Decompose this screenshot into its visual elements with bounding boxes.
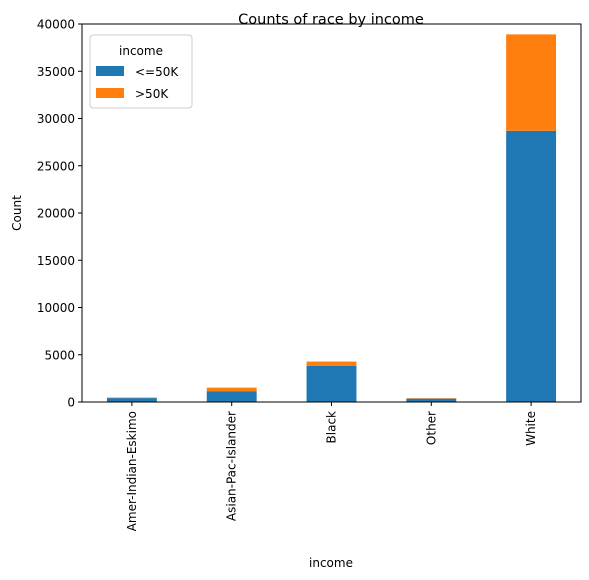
legend-swatch [96, 66, 124, 76]
bar-gt50k-white [506, 34, 556, 130]
legend: income <=50K >50K [90, 35, 192, 108]
bar-le50k-black [307, 366, 357, 402]
y-tick-label: 20000 [37, 207, 75, 221]
y-tick-label: 5000 [44, 348, 75, 362]
x-tick-label: White [524, 411, 538, 446]
y-tick-label: 35000 [37, 65, 75, 79]
bar-gt50k-asian-pac-islander [207, 388, 257, 392]
x-axis-label: income [309, 556, 353, 570]
y-tick-label: 10000 [37, 301, 75, 315]
x-axis: Amer-Indian-Eskimo Asian-Pac-Islander Blac… [125, 402, 538, 531]
bar-le50k-white [506, 131, 556, 402]
y-axis: 0 5000 10000 15000 20000 25000 30000 35000 40000 [37, 18, 82, 410]
x-tick-label: Other [424, 411, 438, 445]
bar-gt50k-black [307, 362, 357, 366]
bar-le50k-other [406, 399, 456, 402]
bar-gt50k-amer-indian-eskimo [107, 398, 157, 399]
bar-le50k-amer-indian-eskimo [107, 398, 157, 402]
y-tick-label: 15000 [37, 254, 75, 268]
y-axis-label: Count [10, 195, 24, 231]
x-tick-label: Asian-Pac-Islander [225, 411, 239, 521]
x-tick-label: Black [325, 411, 339, 444]
legend-label: >50K [135, 87, 169, 101]
legend-label: <=50K [135, 65, 179, 79]
chart-title: Counts of race by income [238, 12, 424, 28]
bar-le50k-asian-pac-islander [207, 392, 257, 402]
legend-title: income [119, 44, 163, 58]
x-tick-label: Amer-Indian-Eskimo [125, 411, 139, 531]
y-tick-label: 40000 [37, 18, 75, 32]
legend-swatch [96, 88, 124, 98]
y-tick-label: 25000 [37, 159, 75, 173]
y-tick-label: 30000 [37, 112, 75, 126]
y-tick-label: 0 [67, 396, 75, 410]
